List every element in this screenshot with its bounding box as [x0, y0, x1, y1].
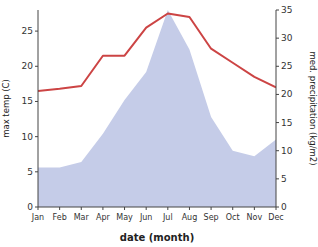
y2-tick-label: 35: [281, 5, 292, 15]
x-tick-label: Apr: [96, 213, 111, 222]
y-axis: [38, 10, 39, 207]
y2-tick: [276, 178, 279, 179]
x-tick-label: Jun: [139, 213, 153, 222]
y2-tick-label: 30: [281, 33, 293, 43]
x-tick-label: Oct: [226, 213, 240, 222]
x-tick: [189, 207, 190, 210]
y2-axis-label: med. precipitation (kg/m2): [308, 51, 318, 165]
x-axis: [38, 207, 276, 208]
y2-tick: [276, 38, 279, 39]
y2-tick: [276, 10, 279, 11]
x-tick: [102, 207, 103, 210]
x-tick-label: Mar: [74, 213, 90, 222]
y-tick: [35, 207, 38, 208]
y-tick: [35, 171, 38, 172]
y2-tick: [276, 150, 279, 151]
x-tick: [81, 207, 82, 210]
y-tick-label: 20: [22, 61, 34, 71]
y2-tick-label: 20: [281, 89, 293, 99]
y-tick: [35, 31, 38, 32]
x-axis-label: date (month): [120, 232, 194, 243]
y2-tick-label: 5: [281, 174, 287, 184]
x-tick: [146, 207, 147, 210]
x-tick-label: Jan: [31, 213, 44, 222]
y-tick: [35, 66, 38, 67]
x-tick-label: Feb: [53, 213, 67, 222]
y2-axis: [276, 10, 277, 207]
x-tick: [232, 207, 233, 210]
y-axis-label: max temp (C): [1, 79, 11, 138]
x-tick-label: Aug: [182, 213, 198, 222]
y-tick-label: 10: [22, 132, 34, 142]
y2-tick-label: 15: [281, 118, 292, 128]
y-tick-label: 5: [27, 167, 33, 177]
y2-tick: [276, 122, 279, 123]
x-tick-label: May: [116, 213, 133, 222]
y-tick: [35, 101, 38, 102]
area: [38, 10, 276, 207]
x-tick: [59, 207, 60, 210]
x-tick: [124, 207, 125, 210]
x-tick-label: Sep: [204, 213, 219, 222]
y2-tick-label: 25: [281, 61, 292, 71]
x-tick-label: Jul: [162, 213, 173, 222]
y2-tick-label: 0: [281, 202, 287, 212]
y2-tick: [276, 94, 279, 95]
y2-tick: [276, 207, 279, 208]
y-tick-label: 15: [22, 96, 33, 106]
marks: [38, 10, 276, 207]
x-tick-label: Nov: [247, 213, 263, 222]
y2-tick-label: 10: [281, 146, 293, 156]
x-tick: [167, 207, 168, 210]
x-tick-label: Dec: [268, 213, 283, 222]
x-tick: [211, 207, 212, 210]
line: [38, 14, 276, 91]
y-tick-label: 0: [27, 202, 33, 212]
chart: Jan Feb Mar Apr May Jun Jul Aug Sep Oct Nov Dec date…: [0, 0, 318, 247]
x-tick: [254, 207, 255, 210]
y-tick-label: 25: [22, 26, 33, 36]
y2-tick: [276, 66, 279, 67]
y-tick: [35, 136, 38, 137]
